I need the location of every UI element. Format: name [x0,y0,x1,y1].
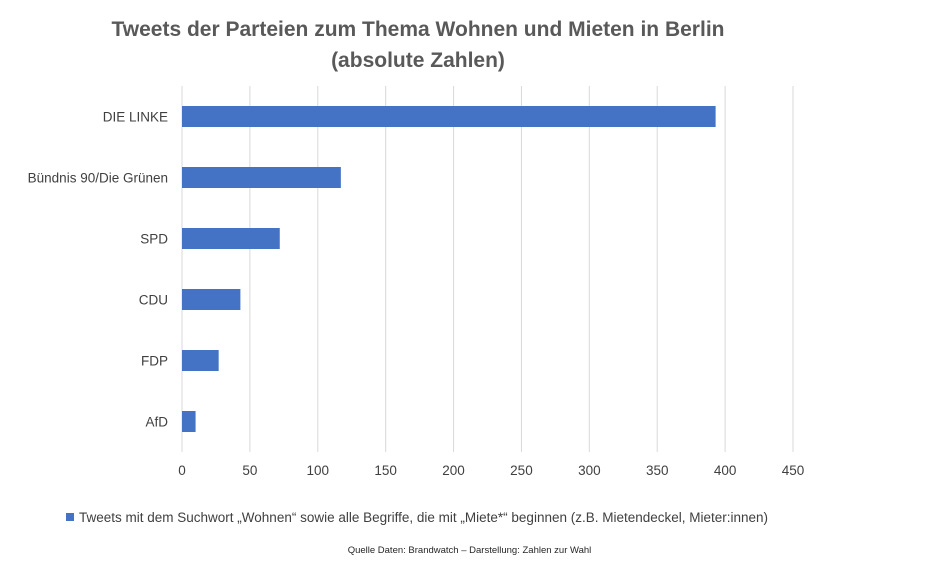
category-label: Bündnis 90/Die Grünen [28,171,168,186]
bar [182,411,196,432]
legend-swatch [66,513,74,521]
bar [182,167,341,188]
bar [182,289,241,310]
bar [182,228,280,249]
category-label: DIE LINKE [103,110,168,125]
chart-title-line-1: Tweets der Parteien zum Thema Wohnen und… [111,18,725,41]
category-label: CDU [139,293,168,308]
category-label: SPD [140,232,168,247]
x-tick-label: 200 [442,463,465,478]
chart-title-line-2: (absolute Zahlen) [331,49,505,72]
x-tick-label: 450 [782,463,805,478]
category-label: FDP [141,354,168,369]
legend-label: Tweets mit dem Suchwort „Wohnen“ sowie a… [79,509,769,525]
chart-title: Tweets der Parteien zum Thema Wohnen und… [0,14,836,76]
bar [182,350,219,371]
x-tick-label: 50 [242,463,257,478]
category-label: AfD [145,415,168,430]
chart-legend: Tweets mit dem Suchwort „Wohnen“ sowie a… [66,508,768,526]
x-tick-label: 350 [646,463,669,478]
x-tick-label: 0 [178,463,186,478]
x-tick-label: 100 [307,463,330,478]
x-tick-label: 150 [374,463,397,478]
source-note: Quelle Daten: Brandwatch – Darstellung: … [347,545,592,556]
x-tick-label: 250 [510,463,533,478]
x-tick-label: 300 [578,463,601,478]
bar [182,106,716,127]
x-tick-label: 400 [714,463,737,478]
